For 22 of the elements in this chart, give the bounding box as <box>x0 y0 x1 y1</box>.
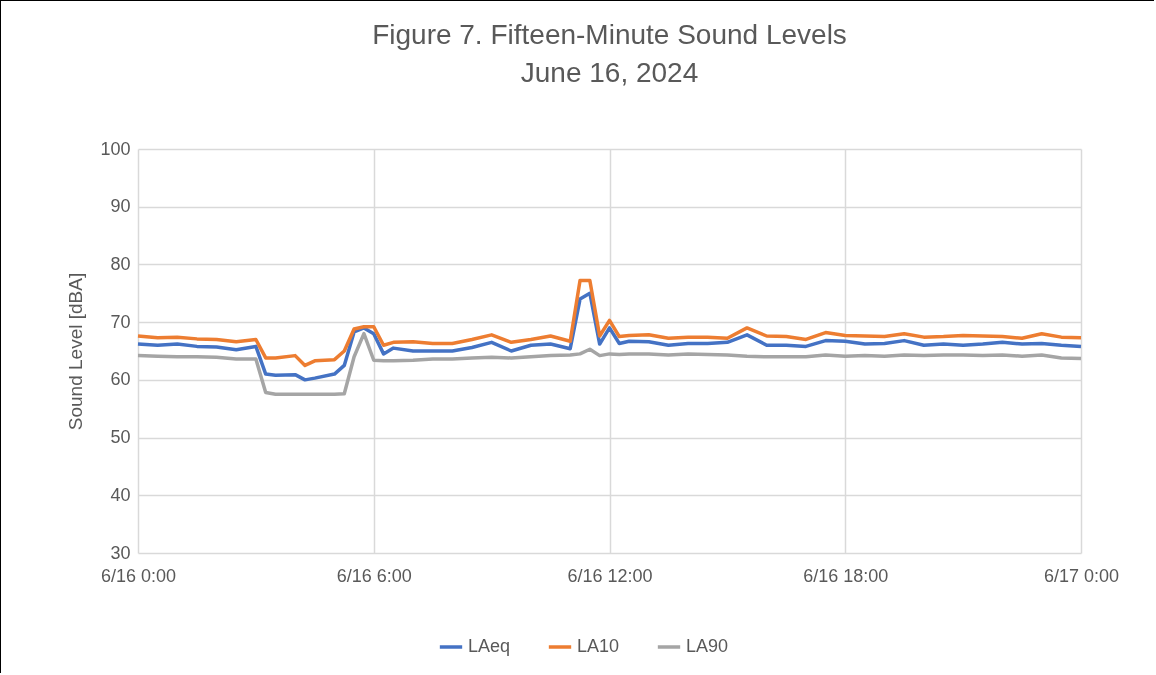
y-tick-label: 50 <box>110 427 131 448</box>
y-axis-title: Sound Level [dBA] <box>65 272 87 431</box>
y-tick-label: 90 <box>110 196 131 217</box>
line-series <box>136 291 1083 382</box>
legend-label: LA90 <box>686 636 729 656</box>
y-tick-label: 40 <box>110 484 131 505</box>
y-tick-label: 60 <box>110 369 131 390</box>
chart-subtitle: June 16, 2024 <box>520 57 699 88</box>
line-series <box>136 278 1083 368</box>
y-tick-label: 30 <box>110 542 131 563</box>
x-tick-label: 6/17 0:00 <box>1043 565 1120 586</box>
line-series <box>136 331 1083 397</box>
x-tick-label: 6/16 0:00 <box>100 565 177 586</box>
x-tick-label: 6/16 12:00 <box>567 565 653 586</box>
y-tick-label: 100 <box>100 138 131 159</box>
legend-label: LAeq <box>468 636 511 656</box>
y-tick-label: 80 <box>110 253 131 274</box>
x-tick-label: 6/16 18:00 <box>803 565 889 586</box>
x-tick-label: 6/16 6:00 <box>336 565 412 586</box>
legend-label: LA10 <box>577 636 620 656</box>
chart-title: Figure 7. Fifteen-Minute Sound Levels <box>372 19 847 50</box>
y-tick-label: 70 <box>110 311 131 332</box>
